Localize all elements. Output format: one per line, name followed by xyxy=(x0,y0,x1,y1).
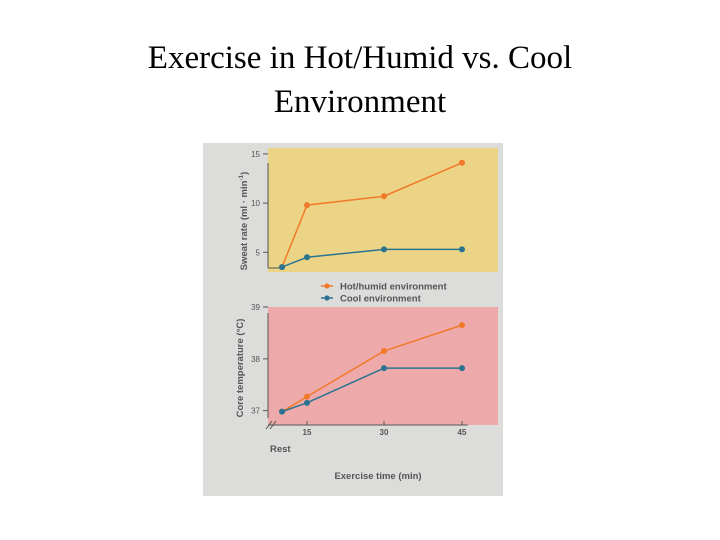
sweat-cool-data-point xyxy=(279,264,285,271)
temperature-hot-data-point xyxy=(304,393,310,400)
axis-break-mark xyxy=(269,420,277,430)
legend-cool-label: Cool environment xyxy=(340,294,422,305)
slide-title: Exercise in Hot/Humid vs. Cool Environme… xyxy=(0,36,720,124)
temperature-series-group xyxy=(279,322,465,415)
axis-break-marks xyxy=(265,420,277,430)
temperature-cool-series-line xyxy=(281,367,462,413)
temperature-y-tick-label: 39 xyxy=(251,303,260,312)
sweat-ylabel-suffix: ) xyxy=(239,172,250,175)
legend-cool-marker xyxy=(324,295,330,301)
legend: Hot/humid environment Cool environment xyxy=(321,282,447,305)
sweat-rate-axis-label: Sweat rate (ml · min-1) xyxy=(238,172,250,271)
sweat-cool-data-point xyxy=(304,254,310,261)
temperature-cool-data-point xyxy=(459,365,465,372)
sweat-hot-data-point xyxy=(304,202,310,209)
rest-label: Rest xyxy=(270,444,291,455)
temperature-y-tick-label: 38 xyxy=(251,355,260,364)
sweat-and-temperature-figure: 5 10 15 Sweat rate (ml · min-1) Hot/humid … xyxy=(203,143,503,496)
temperature-x-tick-label: 45 xyxy=(458,428,467,437)
temperature-hot-series-line xyxy=(281,324,463,413)
temperature-cool-data-point xyxy=(304,399,310,406)
temperature-x-tick-label: 30 xyxy=(380,428,389,437)
legend-hot-label: Hot/humid environment xyxy=(340,282,447,293)
temperature-y-ticks: 37 38 39 xyxy=(251,303,268,416)
slide-title-line-2: Environment xyxy=(273,84,447,120)
sweat-hot-data-point xyxy=(459,159,465,166)
temperature-x-ticks: 15 30 45 xyxy=(303,421,467,437)
core-temperature-axis-label: Core temperature (°C) xyxy=(235,319,246,418)
temperature-hot-data-point xyxy=(381,348,387,355)
temperature-cool-data-point xyxy=(381,365,387,372)
sweat-y-tick-label: 15 xyxy=(251,150,260,159)
sweat-series-group xyxy=(279,159,465,271)
sweat-ylabel-main: Sweat rate (ml · min xyxy=(239,180,250,270)
sweat-cool-data-point xyxy=(381,246,387,253)
legend-hot-marker xyxy=(324,283,330,289)
sweat-hot-data-point xyxy=(381,193,387,200)
sweat-cool-series-line xyxy=(281,248,462,268)
sweat-ylabel-superscript: -1 xyxy=(238,174,245,180)
slide-title-line-1: Exercise in Hot/Humid vs. Cool xyxy=(147,40,573,76)
axis-break-mark xyxy=(265,420,273,430)
sweat-y-tick-label: 10 xyxy=(251,199,260,208)
sweat-hot-series-line xyxy=(281,162,463,268)
x-axis-label: Exercise time (min) xyxy=(334,471,421,482)
sweat-cool-data-point xyxy=(459,246,465,253)
temperature-y-tick-label: 37 xyxy=(251,407,260,416)
sweat-y-tick-label: 5 xyxy=(256,248,261,257)
sweat-y-ticks: 5 10 15 xyxy=(251,150,268,257)
temperature-hot-data-point xyxy=(459,322,465,329)
sweat-panel-background xyxy=(268,148,498,272)
temperature-x-tick-label: 15 xyxy=(303,428,312,437)
temperature-cool-data-point xyxy=(279,408,285,415)
